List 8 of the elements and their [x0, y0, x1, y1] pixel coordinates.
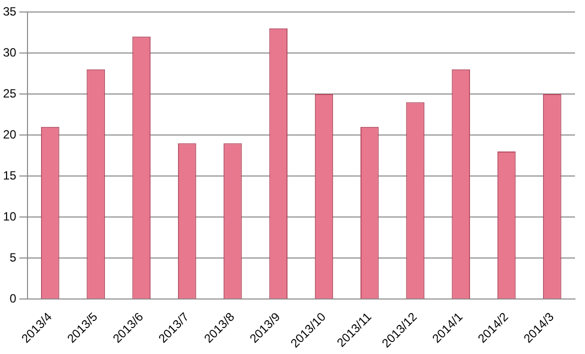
y-tick-label: 35: [2, 4, 17, 18]
y-tick-label: 10: [2, 209, 17, 224]
y-tick-label: 30: [2, 45, 17, 60]
y-tick-label: 25: [2, 86, 17, 100]
y-tick-label: 20: [2, 127, 17, 142]
y-tick-label: 15: [2, 168, 17, 182]
y-tick-label: 5: [10, 250, 17, 264]
y-tick-label: 0: [10, 291, 17, 306]
